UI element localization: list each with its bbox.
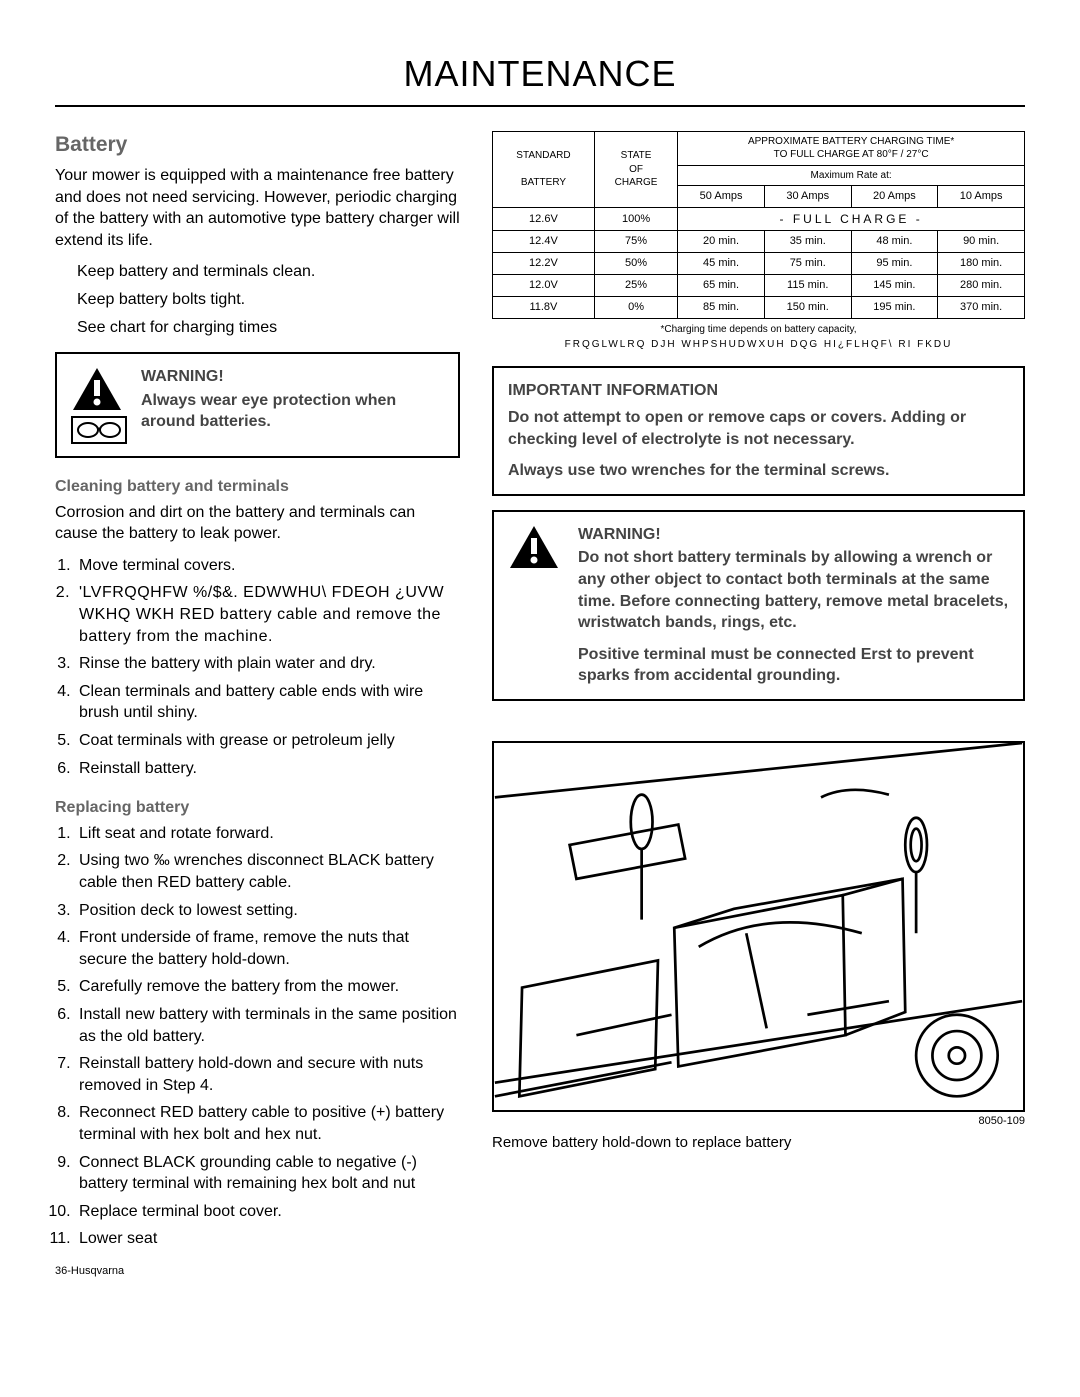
cleaning-step: Reinstall battery. bbox=[75, 758, 460, 780]
battery-heading: Battery bbox=[55, 131, 460, 159]
cleaning-steps: Move terminal covers. 'LVFRQQHFW %/$&. E… bbox=[75, 555, 460, 779]
left-column: Battery Your mower is equipped with a ma… bbox=[55, 131, 460, 1279]
cleaning-step: 'LVFRQQHFW %/$&. EDWWHU\ FDEOH ¿UVW WKHQ… bbox=[75, 582, 460, 647]
replacing-step: Replace terminal boot cover. bbox=[75, 1201, 460, 1223]
table-note-1: *Charging time depends on battery capaci… bbox=[492, 323, 1025, 337]
important-p2: Always use two wrenches for the terminal… bbox=[508, 460, 1009, 482]
cleaning-step: Move terminal covers. bbox=[75, 555, 460, 577]
warning-text-1: WARNING! Always wear eye protection when… bbox=[141, 366, 444, 433]
table-row: 12.4V75% 20 min.35 min. 48 min.90 min. bbox=[493, 231, 1025, 253]
replacing-step: Reconnect RED battery cable to positive … bbox=[75, 1102, 460, 1145]
warning-icons-2 bbox=[508, 524, 566, 574]
table-note-2: FRQGLWLRQ DJH WHPSHUDWXUH DQG HI¿FLHQF\ … bbox=[492, 338, 1025, 352]
table-row: 12.0V25% 65 min.115 min. 145 min.280 min… bbox=[493, 274, 1025, 296]
two-column-layout: Battery Your mower is equipped with a ma… bbox=[55, 131, 1025, 1279]
table-hdr-maxrate: Maximum Rate at: bbox=[678, 165, 1025, 186]
battery-diagram-icon bbox=[494, 743, 1023, 1110]
important-p1: Do not attempt to open or remove caps or… bbox=[508, 407, 1009, 450]
cleaning-step: Rinse the battery with plain water and d… bbox=[75, 653, 460, 675]
replacing-step: Reinstall battery hold-down and secure w… bbox=[75, 1053, 460, 1096]
important-heading: IMPORTANT INFORMATION bbox=[508, 380, 1009, 402]
battery-figure bbox=[492, 741, 1025, 1112]
table-row: 12.6V100% - FULL CHARGE - bbox=[493, 207, 1025, 230]
replacing-step: Using two ‰ wrenches disconnect BLACK ba… bbox=[75, 850, 460, 893]
cleaning-intro: Corrosion and dirt on the battery and te… bbox=[55, 502, 460, 545]
replacing-step: Lower seat bbox=[75, 1228, 460, 1250]
goggles-icon bbox=[71, 416, 127, 444]
page-title: MAINTENANCE bbox=[55, 50, 1025, 99]
table-hdr-battery: STANDARD BATTERY bbox=[493, 131, 595, 207]
warning-label-1: WARNING! bbox=[141, 366, 444, 388]
cleaning-step: Clean terminals and battery cable ends w… bbox=[75, 681, 460, 724]
table-row: 12.2V50% 45 min.75 min. 95 min.180 min. bbox=[493, 252, 1025, 274]
cleaning-step: Coat terminals with grease or petroleum … bbox=[75, 730, 460, 752]
table-hdr-approx: APPROXIMATE BATTERY CHARGING TIME* TO FU… bbox=[678, 131, 1025, 165]
warning-label-2: WARNING! bbox=[578, 524, 1009, 546]
battery-intro: Your mower is equipped with a maintenanc… bbox=[55, 165, 460, 251]
table-col: 10 Amps bbox=[938, 186, 1025, 208]
figure-number: 8050-109 bbox=[492, 1114, 1025, 1129]
warning-icons bbox=[71, 366, 129, 444]
battery-bullet-2: See chart for charging times bbox=[77, 317, 460, 339]
important-box: IMPORTANT INFORMATION Do not attempt to … bbox=[492, 366, 1025, 496]
replacing-steps: Lift seat and rotate forward. Using two … bbox=[75, 823, 460, 1250]
replacing-step: Lift seat and rotate forward. bbox=[75, 823, 460, 845]
title-rule bbox=[55, 105, 1025, 107]
replacing-step: Install new battery with terminals in th… bbox=[75, 1004, 460, 1047]
cleaning-heading: Cleaning battery and terminals bbox=[55, 476, 460, 498]
table-col: 20 Amps bbox=[851, 186, 938, 208]
replacing-step: Carefully remove the battery from the mo… bbox=[75, 976, 460, 998]
replacing-heading: Replacing battery bbox=[55, 797, 460, 819]
table-row: 11.8V0% 85 min.150 min. 195 min.370 min. bbox=[493, 296, 1025, 318]
warning2-p2: Positive terminal must be connected Erst… bbox=[578, 644, 1009, 687]
right-column: STANDARD BATTERY STATE OF CHARGE APPROXI… bbox=[492, 131, 1025, 1279]
battery-bullet-0: Keep battery and terminals clean. bbox=[77, 261, 460, 283]
table-col: 30 Amps bbox=[764, 186, 851, 208]
warning-text-2: WARNING! Do not short battery terminals … bbox=[578, 524, 1009, 687]
figure-caption: Remove battery hold-down to replace batt… bbox=[492, 1133, 1025, 1153]
warning2-p1: Do not short battery terminals by allowi… bbox=[578, 547, 1009, 633]
replacing-step: Position deck to lowest setting. bbox=[75, 900, 460, 922]
replacing-step: Front underside of frame, remove the nut… bbox=[75, 927, 460, 970]
warning-body-1: Always wear eye protection when around b… bbox=[141, 390, 444, 433]
charging-table: STANDARD BATTERY STATE OF CHARGE APPROXI… bbox=[492, 131, 1025, 319]
warning-triangle-icon bbox=[508, 524, 560, 570]
table-hdr-state: STATE OF CHARGE bbox=[594, 131, 677, 207]
battery-bullet-1: Keep battery bolts tight. bbox=[77, 289, 460, 311]
table-col: 50 Amps bbox=[678, 186, 765, 208]
replacing-step: Connect BLACK grounding cable to negativ… bbox=[75, 1152, 460, 1195]
warning-box-2: WARNING! Do not short battery terminals … bbox=[492, 510, 1025, 701]
warning-triangle-icon bbox=[71, 366, 123, 412]
page-footer: 36-Husqvarna bbox=[55, 1264, 460, 1279]
warning-box-1: WARNING! Always wear eye protection when… bbox=[55, 352, 460, 458]
